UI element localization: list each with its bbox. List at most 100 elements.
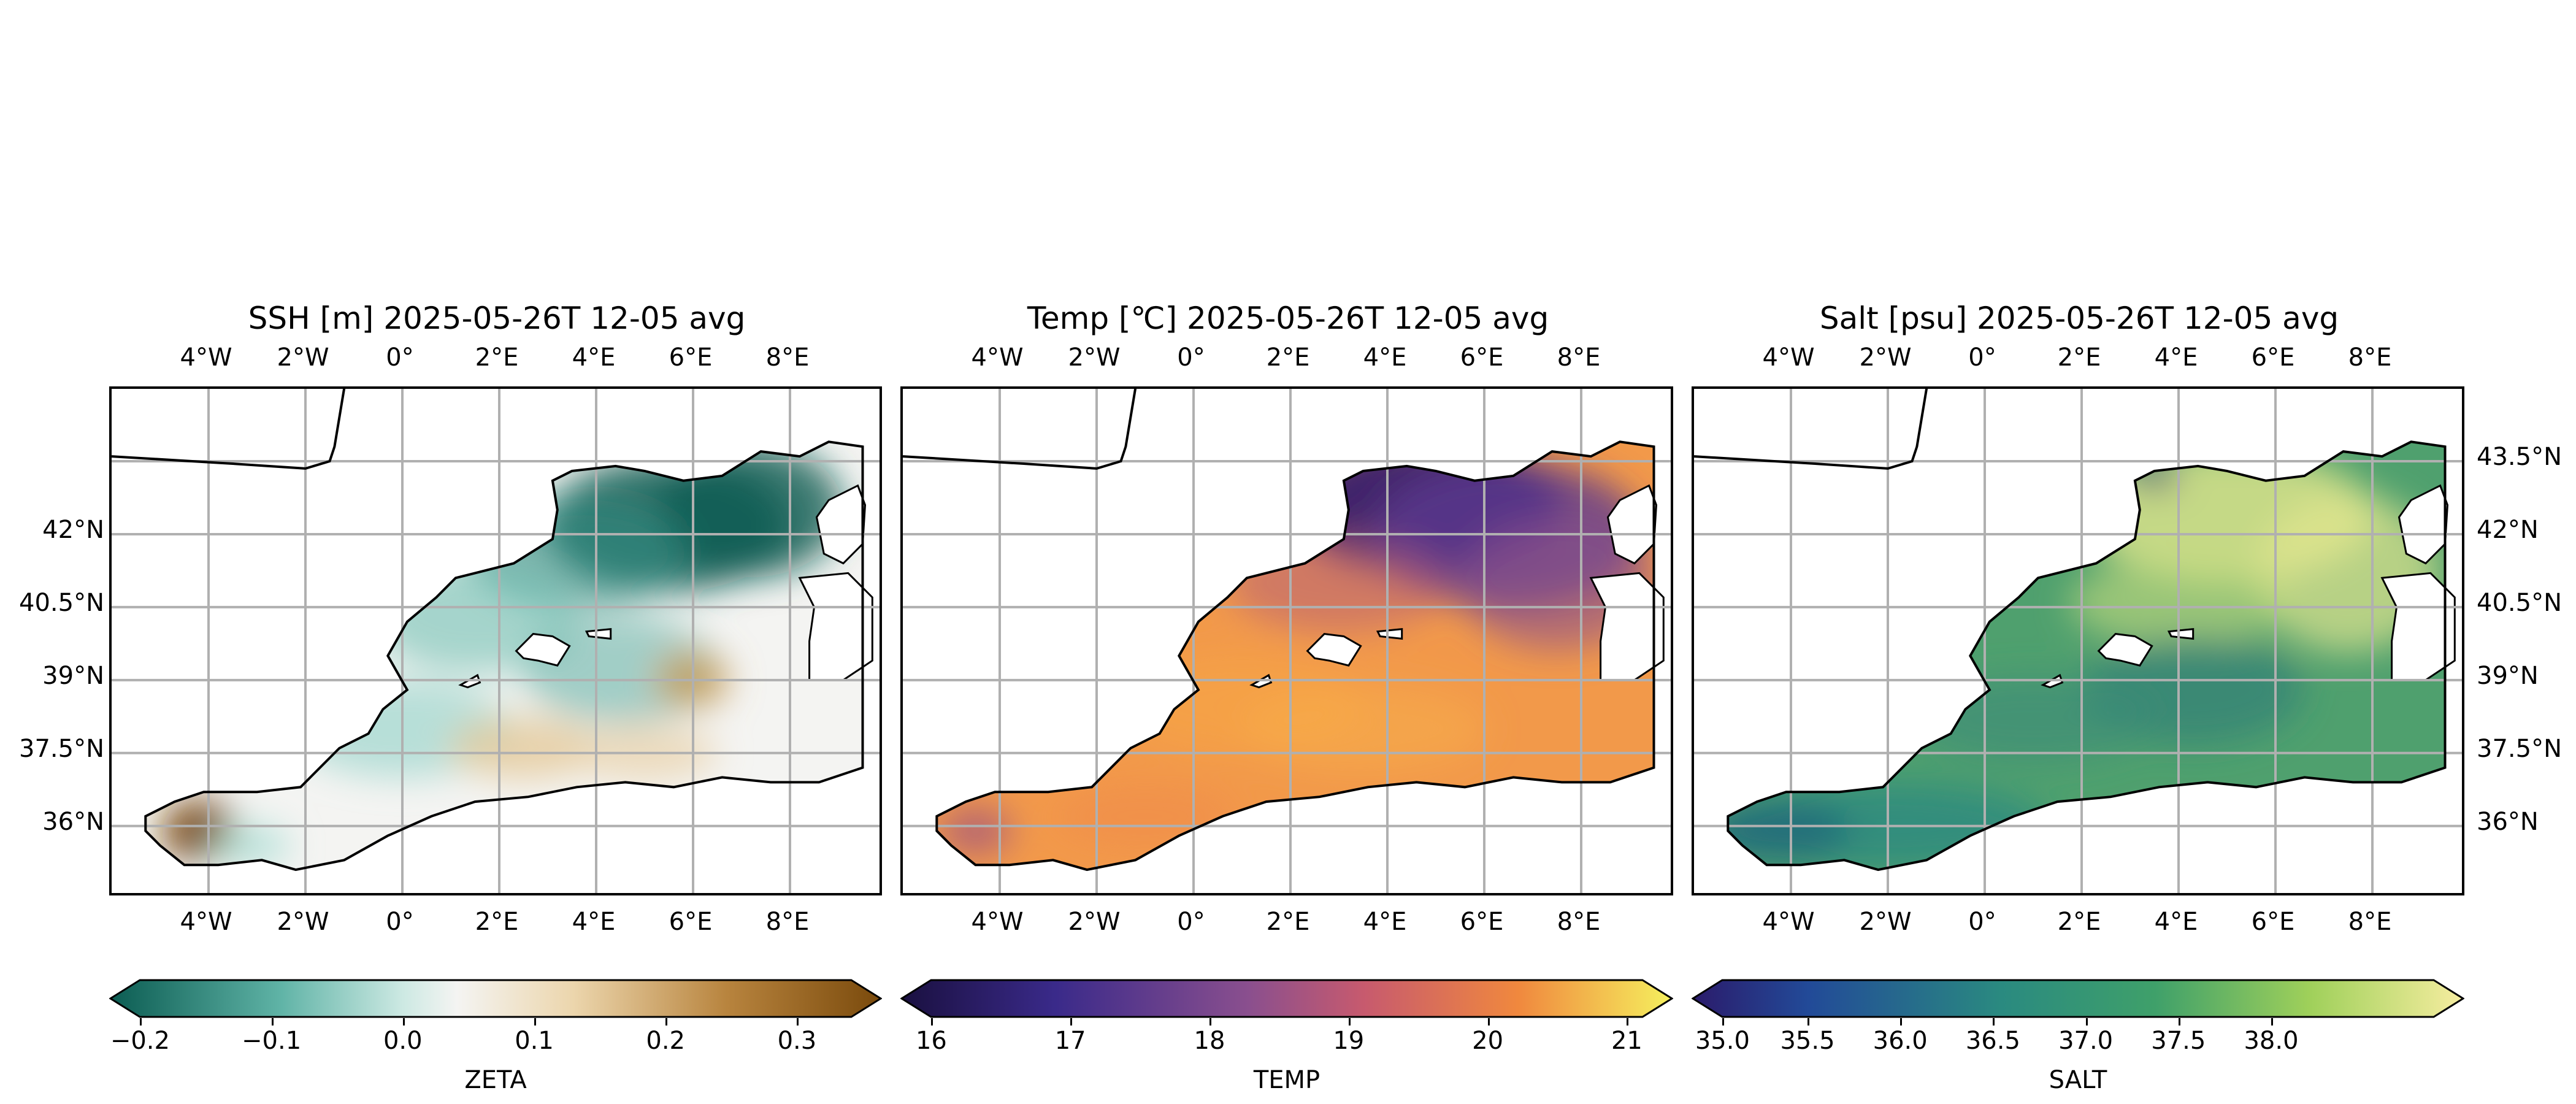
lon-tick-label-top: 2°E bbox=[475, 343, 519, 372]
colorbar-tick-label: 35.5 bbox=[1780, 1027, 1835, 1055]
lon-tick-label-bottom: 8°E bbox=[1557, 908, 1601, 936]
lat-tick-label: 36°N bbox=[2477, 807, 2539, 836]
lon-tick-label-top: 6°E bbox=[669, 343, 713, 372]
lon-tick-label-top: 6°E bbox=[1460, 343, 1504, 372]
map-svg-zeta bbox=[112, 389, 880, 893]
coastline bbox=[935, 440, 1655, 872]
lon-tick-label-bottom: 4°W bbox=[1762, 908, 1815, 936]
colorbar-tick-mark bbox=[271, 1018, 274, 1025]
colorbar-body bbox=[900, 979, 1673, 1018]
colorbar-temp bbox=[900, 979, 1673, 1018]
lon-tick-label-bottom: 2°W bbox=[1859, 908, 1912, 936]
lat-tick-label: 42°N bbox=[2477, 515, 2539, 544]
lon-tick-label-top: 2°E bbox=[2057, 343, 2101, 372]
lon-tick-label-bottom: 0° bbox=[1968, 908, 1996, 936]
map-panel-salt bbox=[1692, 386, 2464, 895]
colorbar-tick-label: 36.0 bbox=[1873, 1027, 1928, 1055]
lat-tick-label: 37.5°N bbox=[2477, 734, 2562, 763]
colorbar-tick-mark bbox=[534, 1018, 536, 1025]
lon-tick-label-top: 4°E bbox=[572, 343, 616, 372]
lon-tick-label-bottom: 0° bbox=[386, 908, 414, 936]
colorbar-tick-mark bbox=[1722, 1018, 1725, 1025]
colorbar-tick-mark bbox=[1348, 1018, 1351, 1025]
colorbar-tick-label: 21 bbox=[1611, 1027, 1643, 1055]
colorbar-tick-label: 20 bbox=[1472, 1027, 1504, 1055]
lon-tick-label-top: 8°E bbox=[2348, 343, 2392, 372]
lon-tick-label-top: 2°W bbox=[1859, 343, 1912, 372]
lon-tick-label-top: 8°E bbox=[765, 343, 810, 372]
colorbar-body bbox=[1692, 979, 2464, 1018]
field-blob bbox=[1240, 686, 1486, 772]
lon-tick-label-bottom: 4°W bbox=[971, 908, 1024, 936]
panel-title-zeta: SSH [m] 2025-05-26T 12-05 avg bbox=[248, 301, 746, 336]
colorbar-tick-mark bbox=[797, 1018, 799, 1025]
field-blob bbox=[2129, 463, 2179, 488]
lon-tick-label-bottom: 0° bbox=[1177, 908, 1205, 936]
lon-tick-label-top: 2°W bbox=[1068, 343, 1121, 372]
colorbar-tick-label: 16 bbox=[915, 1027, 947, 1055]
colorbar-tick-label: 38.0 bbox=[2244, 1027, 2299, 1055]
island-outline bbox=[585, 627, 612, 640]
field-blob bbox=[1911, 676, 2156, 762]
lat-tick-label-left: 40.5°N bbox=[19, 588, 104, 617]
map-panel-zeta bbox=[109, 386, 882, 895]
lat-tick-label: 43.5°N bbox=[2477, 443, 2562, 471]
lon-tick-label-bottom: 4°E bbox=[2154, 908, 2198, 936]
island-outline bbox=[2167, 627, 2195, 640]
lon-tick-label-top: 4°E bbox=[2154, 343, 2198, 372]
coastline bbox=[144, 440, 864, 872]
colorbar-tick-label: 0.0 bbox=[383, 1027, 423, 1055]
lat-tick-label-left: 37.5°N bbox=[19, 734, 104, 763]
colorbar-tick-mark bbox=[931, 1018, 933, 1025]
field-blob bbox=[938, 806, 1013, 856]
colorbar-tick-mark bbox=[2178, 1018, 2180, 1025]
island-outline bbox=[515, 632, 571, 667]
field-blob bbox=[204, 824, 291, 867]
colorbar-tick-label: 37.5 bbox=[2151, 1027, 2206, 1055]
colorbar-tick-label: 17 bbox=[1054, 1027, 1086, 1055]
colorbar-salt bbox=[1692, 979, 2464, 1018]
colorbar-tick-label: −0.1 bbox=[242, 1027, 302, 1055]
colorbar-tick-mark bbox=[1807, 1018, 1809, 1025]
island-outline bbox=[2097, 632, 2153, 667]
map-panel-temp bbox=[900, 386, 1673, 895]
lon-tick-label-bottom: 2°E bbox=[1266, 908, 1310, 936]
colorbar-tick-mark bbox=[140, 1018, 142, 1025]
colorbar-tick-mark bbox=[2271, 1018, 2273, 1025]
lon-tick-label-top: 0° bbox=[386, 343, 414, 372]
lon-tick-label-top: 4°W bbox=[1762, 343, 1815, 372]
lon-tick-label-bottom: 4°E bbox=[572, 908, 616, 936]
lat-tick-label: 40.5°N bbox=[2477, 588, 2562, 617]
lon-tick-label-bottom: 8°E bbox=[2348, 908, 2392, 936]
colorbar-tick-mark bbox=[1627, 1018, 1629, 1025]
lon-tick-label-top: 0° bbox=[1968, 343, 1996, 372]
colorbar-tick-label: 18 bbox=[1194, 1027, 1225, 1055]
colorbar-tick-label: 37.0 bbox=[2058, 1027, 2114, 1055]
colorbar-label-temp: TEMP bbox=[1253, 1066, 1321, 1094]
lat-tick-label-left: 42°N bbox=[42, 515, 104, 544]
coastline bbox=[1727, 440, 2447, 872]
colorbar-tick-mark bbox=[1070, 1018, 1073, 1025]
lon-tick-label-top: 0° bbox=[1177, 343, 1205, 372]
colorbar-tick-label: 19 bbox=[1333, 1027, 1365, 1055]
colorbar-tick-mark bbox=[665, 1018, 668, 1025]
colorbar-label-salt: SALT bbox=[2049, 1066, 2107, 1094]
lat-tick-label-left: 39°N bbox=[42, 661, 104, 690]
coastline-bay-of-biscay bbox=[1694, 389, 1928, 470]
lon-tick-label-top: 4°W bbox=[971, 343, 1024, 372]
lon-tick-label-bottom: 6°E bbox=[2251, 908, 2295, 936]
panel-title-temp: Temp [℃] 2025-05-26T 12-05 avg bbox=[1027, 301, 1549, 336]
colorbar-tick-mark bbox=[1487, 1018, 1490, 1025]
field-blob bbox=[1053, 785, 1237, 847]
colorbar-tick-mark bbox=[1209, 1018, 1211, 1025]
lon-tick-label-bottom: 2°E bbox=[475, 908, 519, 936]
colorbar-tick-label: 36.5 bbox=[1965, 1027, 2020, 1055]
field-blob bbox=[450, 717, 597, 779]
sea-field-temp bbox=[937, 442, 1654, 870]
panel-title-salt: Salt [psu] 2025-05-26T 12-05 avg bbox=[1819, 301, 2339, 336]
field-blob bbox=[1229, 534, 1449, 632]
coastline-bay-of-biscay bbox=[903, 389, 1137, 470]
map-svg-temp bbox=[903, 389, 1671, 893]
lon-tick-label-bottom: 2°W bbox=[277, 908, 329, 936]
lon-tick-label-top: 6°E bbox=[2251, 343, 2295, 372]
